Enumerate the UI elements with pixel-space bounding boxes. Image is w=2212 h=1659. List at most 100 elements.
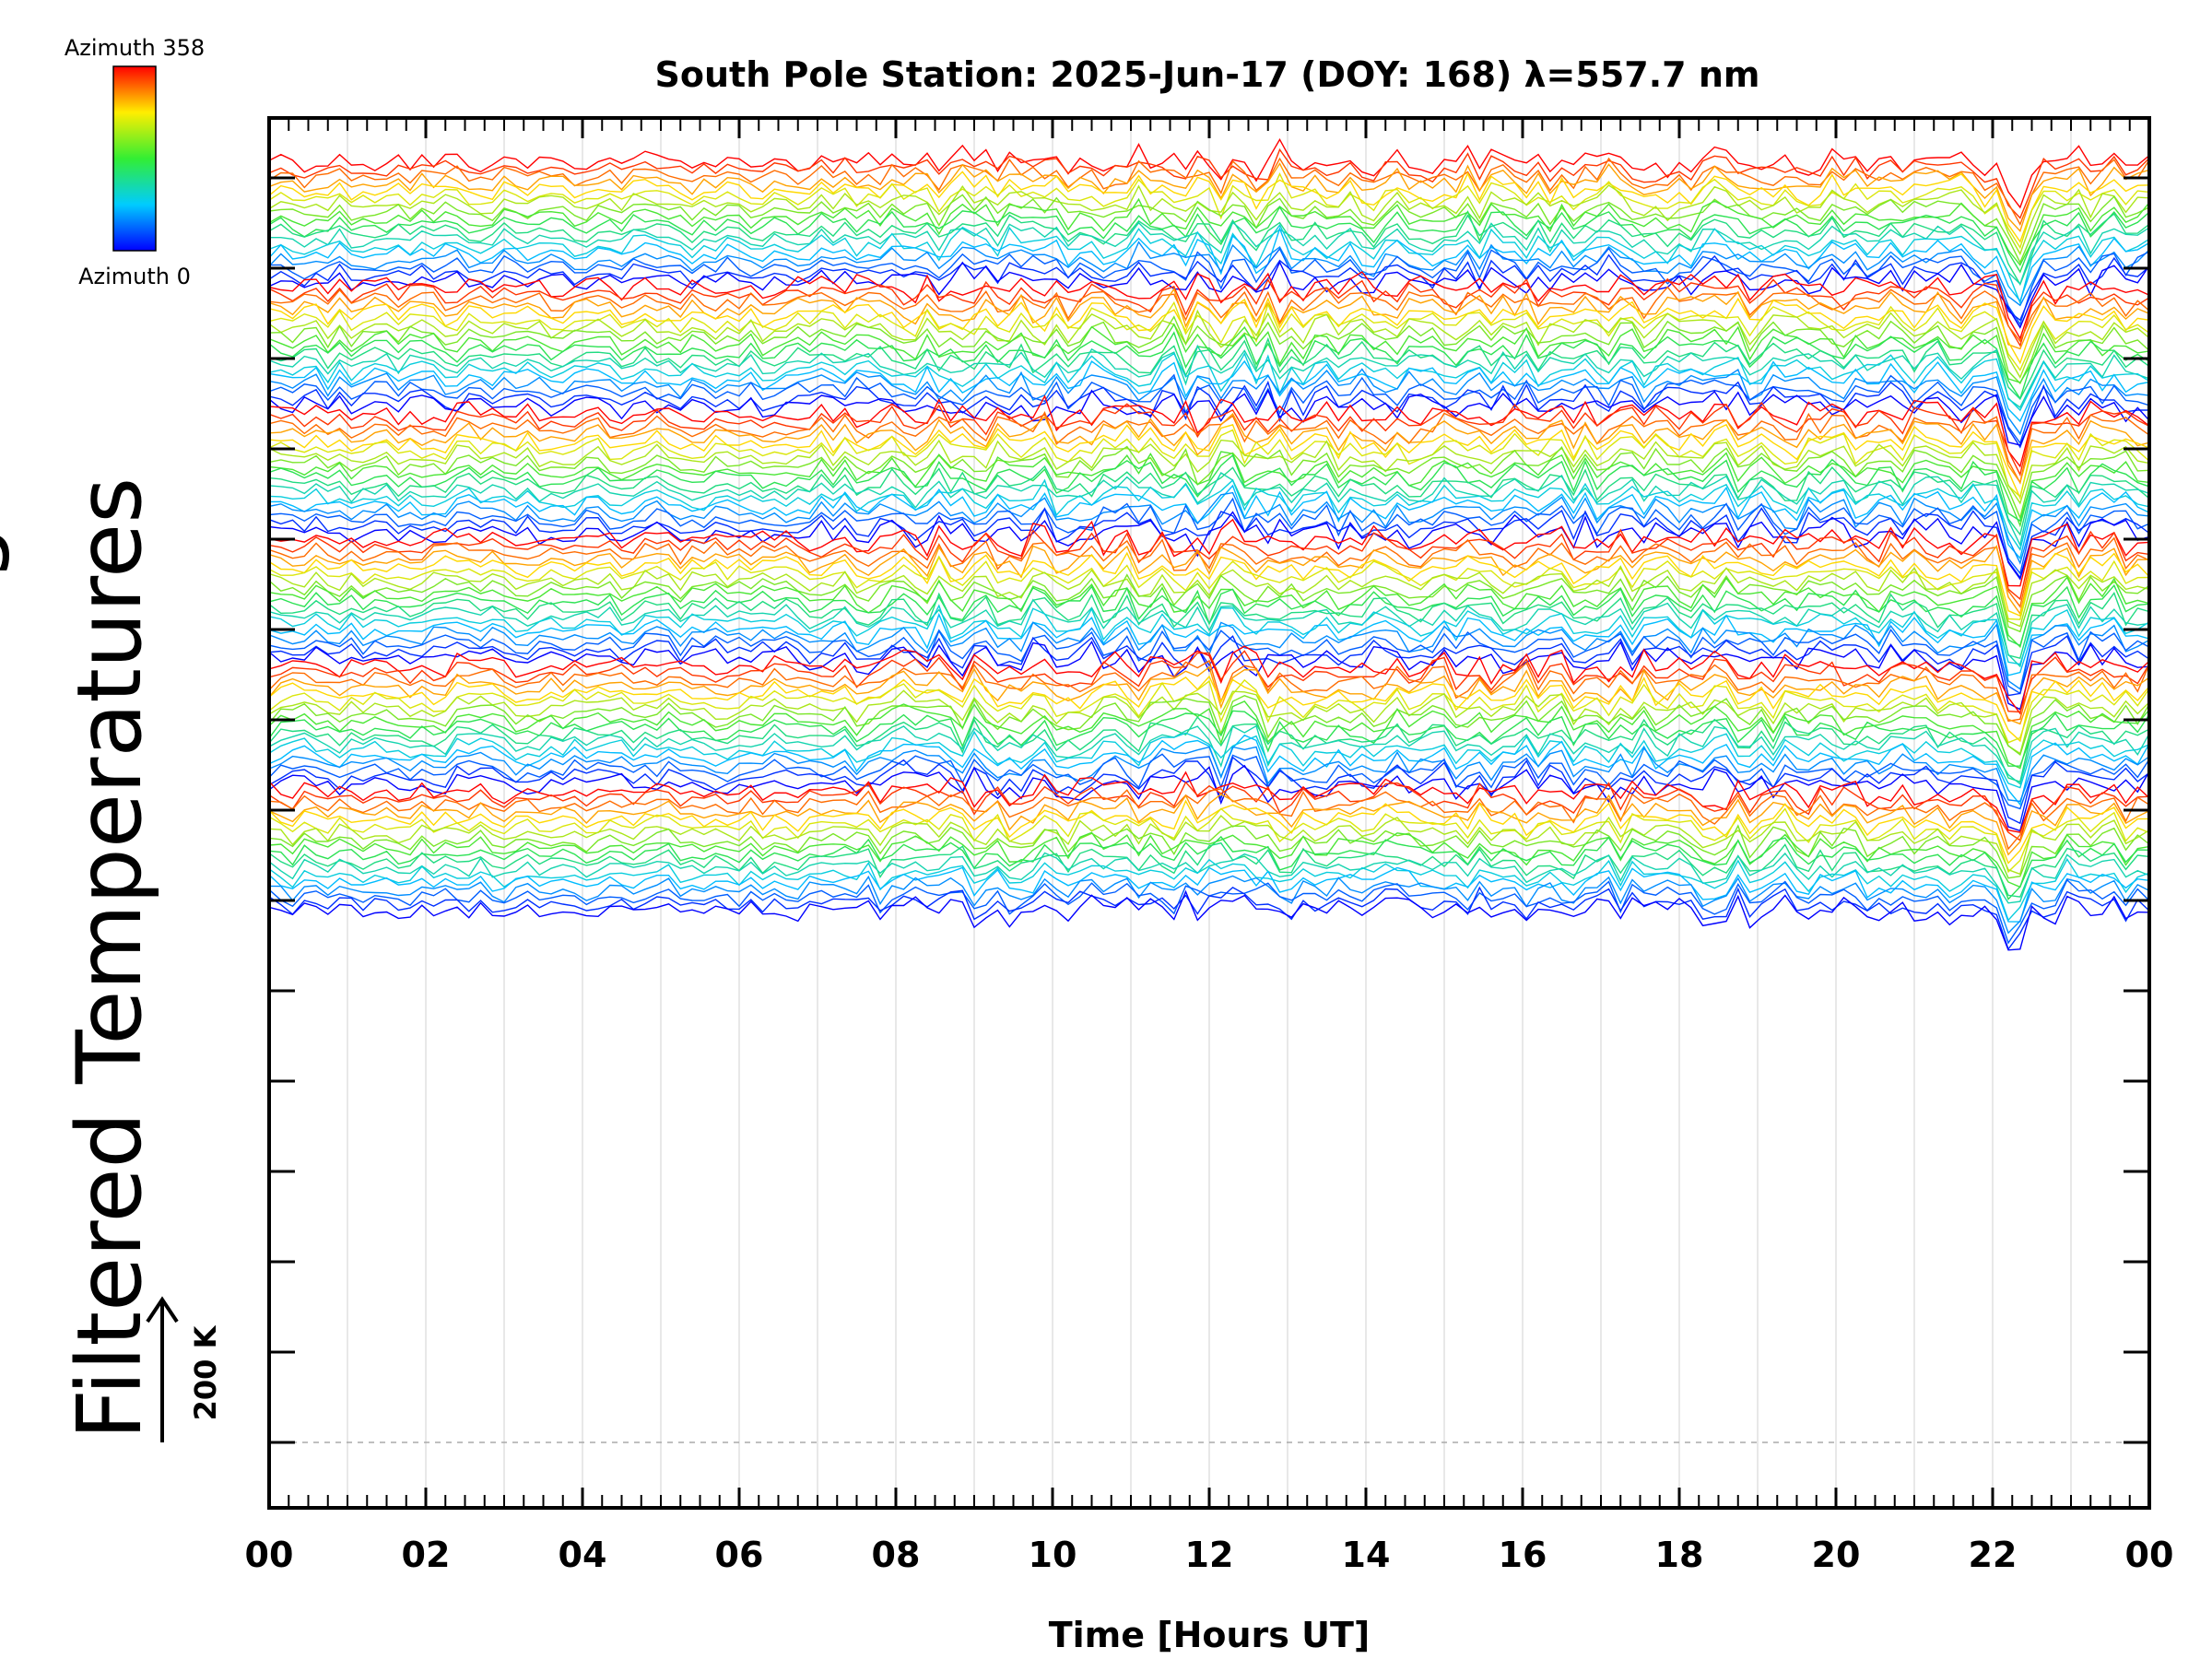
azimuth-trace — [269, 484, 2149, 560]
azimuth-trace — [269, 478, 2149, 551]
chart-title: South Pole Station: 2025-Jun-17 (DOY: 16… — [655, 54, 1760, 95]
azimuth-trace — [269, 689, 2149, 755]
azimuth-trace — [269, 628, 2149, 695]
azimuth-trace — [269, 889, 2149, 951]
azimuth-trace — [269, 793, 2149, 856]
azimuth-trace — [269, 710, 2149, 767]
azimuth-trace — [269, 368, 2149, 436]
azimuth-trace — [269, 604, 2149, 665]
azimuth-trace — [269, 137, 2149, 209]
azimuth-trace — [269, 875, 2149, 935]
scale-bar-arrowhead — [146, 1296, 179, 1324]
azimuth-trace — [269, 734, 2149, 806]
azimuth-trace — [269, 223, 2149, 305]
azimuth-trace — [269, 544, 2149, 616]
x-tick-label: 00 — [2125, 1535, 2174, 1575]
azimuth-trace — [269, 576, 2149, 649]
azimuth-trace — [269, 401, 2149, 477]
azimuth-trace — [269, 764, 2149, 832]
azimuth-trace — [269, 277, 2149, 347]
azimuth-trace — [269, 650, 2149, 713]
scale-bar-label: 200 K — [188, 1324, 223, 1420]
x-tick-label: 06 — [715, 1535, 764, 1575]
azimuth-trace — [269, 835, 2149, 900]
x-tick-label: 22 — [1969, 1535, 2018, 1575]
azimuth-trace — [269, 171, 2149, 243]
azimuth-trace — [269, 260, 2149, 329]
azimuth-trace — [269, 197, 2149, 266]
azimuth-trace — [269, 194, 2149, 265]
azimuth-trace — [269, 389, 2149, 446]
x-tick-label: 00 — [245, 1535, 294, 1575]
azimuth-trace — [269, 612, 2149, 677]
azimuth-trace — [269, 241, 2149, 307]
azimuth-trace — [269, 394, 2149, 468]
azimuth-trace — [269, 700, 2149, 770]
azimuth-trace — [269, 206, 2149, 274]
azimuth-trace — [269, 592, 2149, 660]
azimuth-trace — [269, 472, 2149, 547]
azimuth-trace — [269, 831, 2149, 888]
azimuth-trace — [269, 635, 2149, 697]
azimuth-colorbar: Azimuth 358 Azimuth 0 — [65, 35, 205, 289]
x-axis-label: Time [Hours UT] — [1049, 1615, 1371, 1655]
azimuth-trace — [269, 507, 2149, 580]
x-tick-label: 02 — [402, 1535, 451, 1575]
azimuth-trace — [269, 445, 2149, 520]
azimuth-trace — [269, 352, 2149, 412]
azimuth-trace — [269, 373, 2149, 445]
azimuth-trace — [269, 857, 2149, 922]
colorbar-gradient — [112, 65, 157, 252]
x-tick-label: 12 — [1185, 1535, 1234, 1575]
azimuth-trace — [269, 675, 2149, 743]
azimuth-trace — [269, 221, 2149, 286]
azimuth-trace — [269, 518, 2149, 587]
azimuth-trace — [269, 297, 2149, 365]
azimuth-trace — [269, 212, 2149, 287]
azimuth-trace — [269, 852, 2149, 904]
azimuth-trace — [269, 528, 2149, 601]
azimuth-trace — [269, 565, 2149, 628]
azimuth-trace — [269, 147, 2149, 219]
y-axis-label: Filtered Temperatures — [58, 477, 161, 1440]
azimuth-trace — [269, 824, 2149, 879]
azimuth-trace — [269, 497, 2149, 575]
azimuth-trace — [269, 807, 2149, 874]
axis-ticks — [267, 118, 2151, 1508]
x-tick-label: 04 — [559, 1535, 607, 1575]
azimuth-trace — [269, 451, 2149, 528]
x-tick-label: 08 — [872, 1535, 921, 1575]
x-tick-label: 14 — [1342, 1535, 1391, 1575]
azimuth-trace — [269, 336, 2149, 400]
y-axis-label-clipped-part: g — [0, 525, 12, 582]
azimuth-trace — [269, 645, 2149, 715]
azimuth-trace — [269, 253, 2149, 322]
azimuth-trace — [269, 227, 2149, 303]
azimuth-trace — [269, 162, 2149, 233]
azimuth-trace — [269, 715, 2149, 783]
azimuth-trace — [269, 814, 2149, 876]
azimuth-trace — [269, 271, 2149, 340]
x-tick-labels: 00 02 04 06 08 10 12 14 16 18 20 22 00 — [245, 1535, 2174, 1575]
azimuth-trace — [269, 730, 2149, 789]
azimuth-trace — [269, 551, 2149, 618]
azimuth-trace — [269, 640, 2149, 711]
x-tick-label: 16 — [1499, 1535, 1547, 1575]
colorbar-top-label: Azimuth 358 — [65, 35, 205, 61]
azimuth-trace — [269, 756, 2149, 825]
azimuth-trace — [269, 465, 2149, 536]
azimuth-traces — [269, 137, 2149, 951]
azimuth-trace — [269, 439, 2149, 505]
azimuth-trace — [269, 866, 2149, 923]
x-tick-label: 18 — [1655, 1535, 1704, 1575]
azimuth-trace — [269, 423, 2149, 500]
azimuth-trace — [269, 453, 2149, 523]
azimuth-trace — [269, 695, 2149, 756]
scale-bar: 200 K — [146, 1296, 223, 1442]
hour-grid — [347, 118, 2072, 1508]
x-tick-label: 10 — [1029, 1535, 1077, 1575]
azimuth-trace — [269, 247, 2149, 326]
azimuth-trace — [269, 724, 2149, 785]
azimuth-trace — [269, 172, 2149, 250]
